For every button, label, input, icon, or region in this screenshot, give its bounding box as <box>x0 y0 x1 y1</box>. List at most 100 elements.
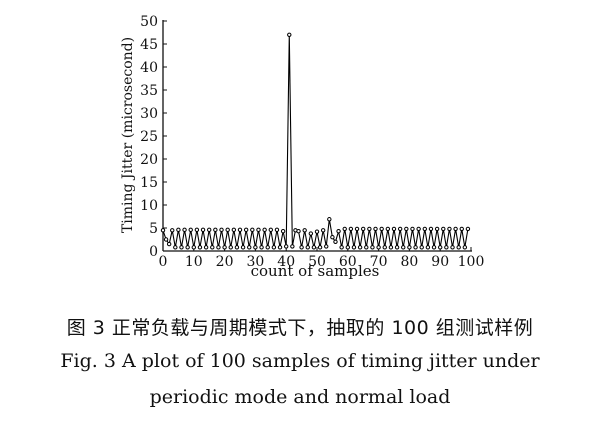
data-point <box>194 227 200 233</box>
data-point <box>425 245 431 250</box>
data-point <box>391 226 397 232</box>
data-point <box>462 245 468 250</box>
data-point <box>280 229 286 234</box>
data-point <box>370 245 375 250</box>
data-point <box>407 245 412 250</box>
data-point <box>188 227 193 233</box>
data-point <box>170 228 175 233</box>
x-tick-label: 90 <box>431 254 449 270</box>
data-point <box>197 245 203 250</box>
data-point <box>185 245 190 250</box>
data-point <box>317 245 323 250</box>
data-point <box>240 245 246 250</box>
data-point <box>210 245 215 250</box>
data-point <box>327 217 332 222</box>
y-tick-label: 40 <box>140 60 158 76</box>
data-point <box>354 226 360 232</box>
data-point <box>373 226 378 232</box>
data-point <box>200 227 206 233</box>
data-point <box>203 245 209 250</box>
data-point <box>394 245 400 250</box>
data-point <box>311 245 317 250</box>
data-point <box>376 245 381 250</box>
x-tick-label: 20 <box>216 254 234 270</box>
data-point <box>290 244 295 249</box>
x-tick-label: 50 <box>308 254 326 270</box>
data-point <box>271 245 277 250</box>
data-point <box>459 226 464 232</box>
data-point <box>450 245 455 250</box>
data-point <box>339 245 344 250</box>
data-point <box>265 245 270 250</box>
data-point <box>253 245 258 250</box>
x-tick-label: 10 <box>185 254 203 270</box>
y-tick-label: 20 <box>140 152 158 168</box>
data-point <box>419 245 424 250</box>
data-point <box>182 227 187 233</box>
y-tick-label: 45 <box>140 37 158 53</box>
data-point <box>465 226 471 232</box>
data-point <box>222 245 227 250</box>
data-point <box>431 245 437 250</box>
data-point <box>379 226 384 232</box>
x-tick-label: 100 <box>458 254 485 270</box>
data-point <box>274 227 280 233</box>
x-axis-label: count of samples <box>251 262 380 280</box>
y-tick-label: 10 <box>140 198 158 214</box>
data-point <box>176 227 181 233</box>
data-point <box>219 227 224 233</box>
data-point <box>166 241 172 247</box>
data-point <box>216 245 221 250</box>
data-point <box>336 229 341 234</box>
x-tick-label: 60 <box>339 254 357 270</box>
data-point <box>277 245 283 250</box>
data-point <box>441 226 446 232</box>
data-point <box>191 245 197 250</box>
chart-ticks: 0 5 10 15 20 25 30 35 40 45 50 0 10 20 30 40 50 60 70 80 90 1… <box>140 14 484 270</box>
data-point <box>428 226 434 232</box>
data-point <box>314 229 320 234</box>
data-point <box>342 226 347 232</box>
data-point <box>256 227 261 233</box>
data-point <box>348 226 354 232</box>
x-tick-label: 80 <box>400 254 418 270</box>
x-tick-label: 70 <box>370 254 388 270</box>
data-point <box>434 226 440 232</box>
data-point <box>237 227 243 233</box>
data-point <box>305 245 310 250</box>
data-point <box>163 237 169 242</box>
data-point <box>351 245 357 250</box>
data-point <box>345 245 350 250</box>
data-point <box>299 245 304 250</box>
data-point <box>361 226 366 232</box>
chart-plot-area <box>160 32 471 250</box>
data-point <box>410 226 415 232</box>
figure-caption-chinese: 图 3 正常负载与周期模式下，抽取的 100 组测试样例 <box>66 317 534 339</box>
data-point <box>422 226 427 232</box>
data-point <box>250 227 255 233</box>
data-point <box>382 245 387 250</box>
x-tick-label: 0 <box>159 254 168 270</box>
data-point <box>259 245 264 250</box>
data-point <box>268 227 273 233</box>
data-point <box>456 245 461 250</box>
data-point <box>444 245 449 250</box>
data-point <box>207 227 212 233</box>
data-point <box>330 235 335 240</box>
data-point <box>296 229 301 234</box>
x-tick-label: 30 <box>246 254 264 270</box>
data-point <box>385 226 391 232</box>
x-tick-label: 40 <box>277 254 295 270</box>
data-point <box>438 245 443 250</box>
y-tick-label: 5 <box>149 221 158 237</box>
data-point <box>413 245 418 250</box>
data-point <box>228 245 233 250</box>
data-point <box>160 228 166 233</box>
data-point <box>320 228 326 233</box>
data-point <box>324 244 329 249</box>
data-point <box>333 239 338 245</box>
data-point <box>404 226 409 232</box>
data-point <box>173 245 178 250</box>
y-tick-label: 30 <box>140 106 158 122</box>
